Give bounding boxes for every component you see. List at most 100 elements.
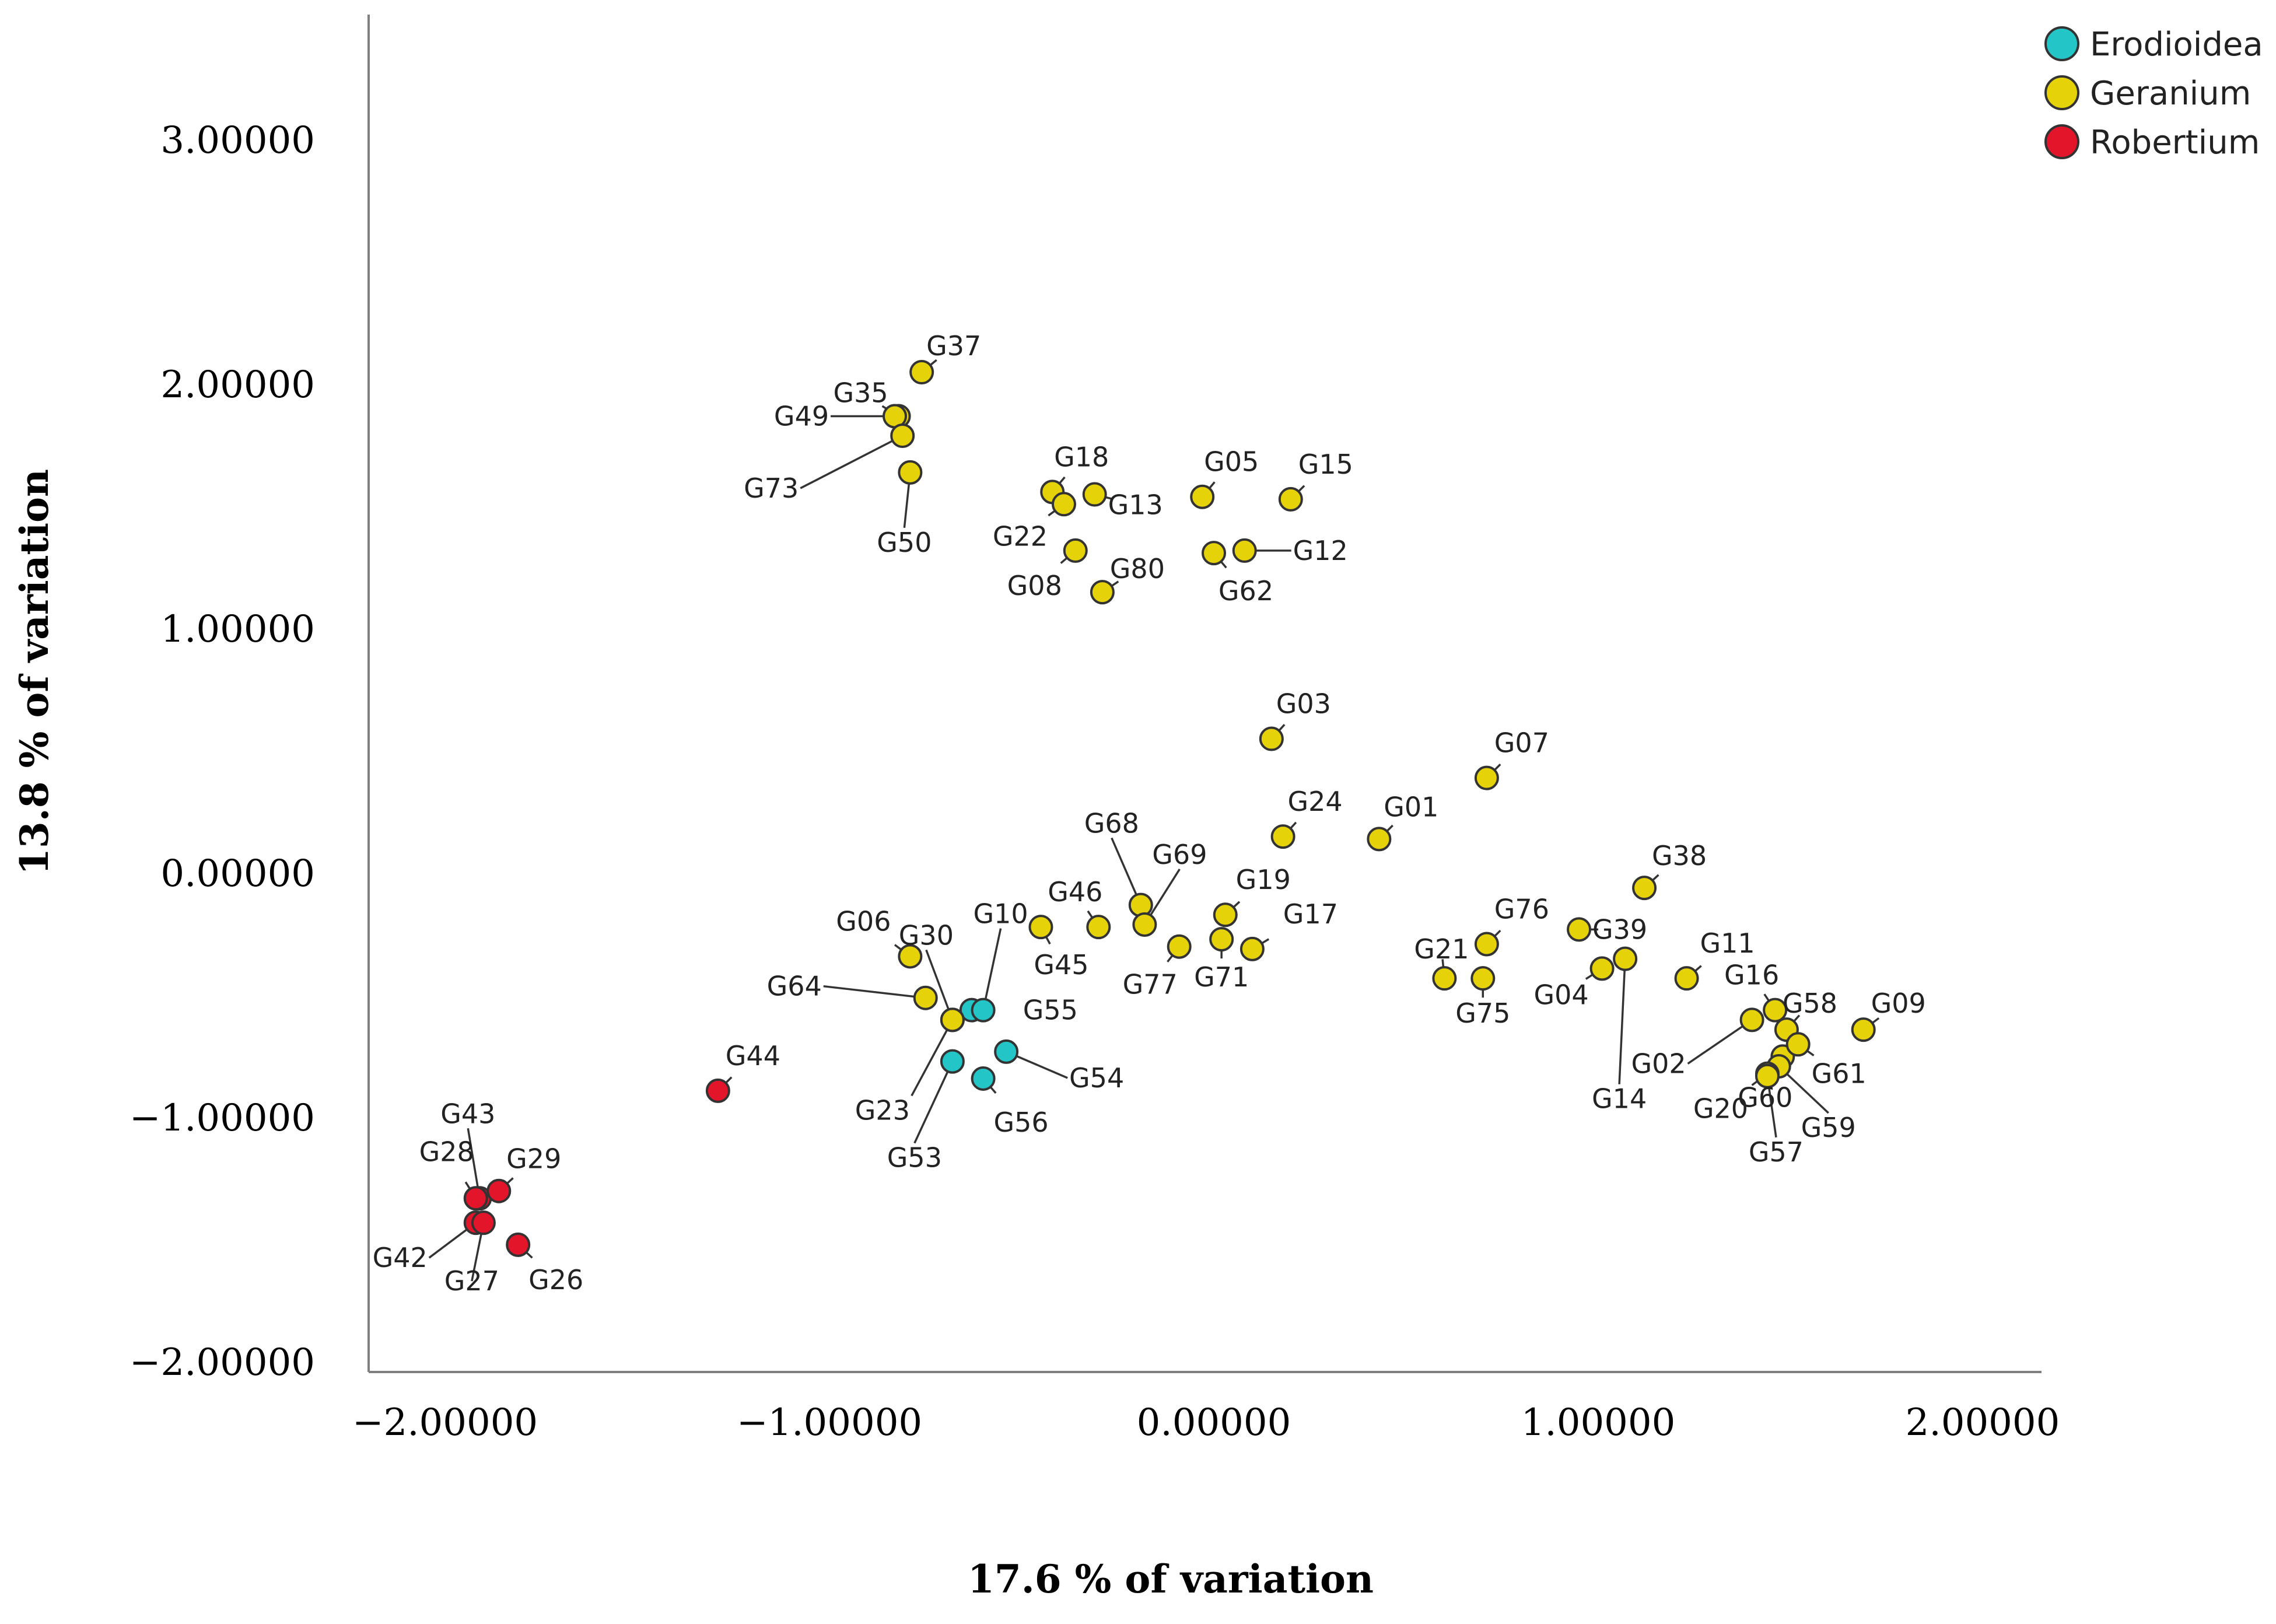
leader-line-g18 — [1059, 476, 1066, 484]
data-point-g17 — [1239, 936, 1265, 961]
data-point-label: G75 — [1455, 998, 1510, 1029]
leader-line-g17 — [1261, 938, 1270, 944]
data-point-label: G17 — [1283, 898, 1338, 930]
leader-line-g22 — [1048, 510, 1056, 517]
leader-line-g38 — [1651, 874, 1659, 881]
leader-line-g29 — [506, 1177, 514, 1185]
data-point-g27 — [471, 1210, 496, 1236]
data-point-label: G30 — [899, 919, 954, 951]
leader-line-g19 — [1232, 901, 1241, 908]
leader-line-g21 — [1441, 959, 1445, 968]
data-point-g21 — [1432, 966, 1457, 991]
data-point-label: G42 — [373, 1242, 428, 1273]
leader-line-g73 — [800, 435, 904, 489]
data-point-g02 — [1739, 1007, 1764, 1032]
data-point-g13 — [1082, 482, 1107, 507]
data-point-g71 — [1209, 927, 1234, 952]
leader-line-g15 — [1297, 485, 1305, 492]
data-point-label: G64 — [767, 971, 822, 1002]
data-point-g15 — [1278, 487, 1303, 512]
data-point-label: G29 — [506, 1143, 561, 1175]
data-point-label: G13 — [1108, 489, 1163, 521]
data-point-label: G08 — [1007, 570, 1062, 601]
x-tick-label: 0.00000 — [1137, 1401, 1291, 1444]
y-tick-label: −1.00000 — [129, 1097, 315, 1140]
data-point-label: G11 — [1700, 928, 1755, 959]
data-point-label: G39 — [1592, 914, 1647, 945]
leader-line-g45 — [1045, 936, 1051, 945]
leader-line-g05 — [1209, 481, 1216, 489]
x-tick-label: 1.00000 — [1521, 1401, 1676, 1444]
leader-line-g13 — [1105, 496, 1114, 501]
leader-line-g03 — [1278, 724, 1286, 732]
data-point-g16 — [1763, 998, 1788, 1023]
data-point-g07 — [1474, 765, 1499, 790]
data-point-label: G06 — [836, 905, 891, 937]
data-point-label: G61 — [1812, 1058, 1867, 1089]
data-point-label: G28 — [419, 1136, 474, 1167]
data-point-label: G21 — [1414, 933, 1469, 965]
data-point-g14 — [1613, 946, 1638, 971]
data-point-label: G46 — [1048, 876, 1102, 908]
data-point-g76 — [1474, 932, 1499, 957]
data-point-g04 — [1589, 956, 1615, 981]
data-point-g45 — [1028, 915, 1053, 940]
data-point-label: G80 — [1110, 553, 1165, 584]
data-point-label: G58 — [1783, 988, 1837, 1019]
data-point-label: G55 — [1023, 995, 1078, 1026]
leader-line-g10 — [982, 928, 1002, 1011]
leader-line-g01 — [1386, 824, 1393, 832]
data-point-g19 — [1213, 902, 1238, 928]
data-point-label: G50 — [877, 527, 932, 558]
data-point-label: G19 — [1236, 864, 1291, 895]
data-point-g69 — [1132, 912, 1157, 937]
data-point-g39 — [1567, 917, 1592, 942]
y-tick-label: −2.00000 — [129, 1341, 315, 1384]
y-tick-label: 2.00000 — [160, 363, 315, 407]
leader-line-g77 — [1167, 954, 1174, 963]
leader-line-g30 — [925, 949, 954, 1021]
data-point-g75 — [1470, 966, 1496, 991]
data-point-g57 — [1755, 1063, 1780, 1088]
data-point-g68 — [1128, 892, 1153, 918]
data-point-label: G44 — [726, 1040, 780, 1072]
data-point-label: G09 — [1871, 988, 1926, 1019]
data-point-label: G16 — [1724, 960, 1779, 991]
data-point-g44 — [705, 1078, 730, 1103]
data-point-label: G07 — [1494, 727, 1549, 759]
leader-line-g44 — [725, 1076, 733, 1084]
leader-line-g61 — [1806, 1049, 1815, 1056]
data-point-g29 — [486, 1178, 512, 1203]
data-point-label: G71 — [1194, 961, 1249, 993]
data-point-label: G62 — [1218, 575, 1273, 607]
data-point-g38 — [1632, 876, 1657, 901]
leader-line-g56 — [989, 1086, 997, 1094]
data-point-label: G26 — [528, 1264, 583, 1296]
data-point-g11 — [1674, 966, 1699, 991]
data-point-g22 — [1051, 492, 1076, 517]
leader-line-g07 — [1494, 764, 1501, 771]
data-point-label: G54 — [1069, 1062, 1124, 1094]
legend-label-geranium: Geranium — [2090, 75, 2251, 113]
data-point-label: G02 — [1631, 1048, 1686, 1079]
y-tick-label: 0.00000 — [160, 852, 315, 895]
data-point-g28 — [463, 1186, 488, 1211]
data-point-label: G23 — [855, 1094, 910, 1126]
data-point-label: G57 — [1749, 1136, 1804, 1168]
leader-line-g11 — [1694, 965, 1702, 972]
data-point-label: G53 — [887, 1142, 942, 1174]
legend: Erodioidea Geranium Robertium — [2044, 26, 2263, 162]
data-point-label: G03 — [1276, 688, 1331, 720]
leader-line-g62 — [1220, 561, 1227, 569]
data-point-g24 — [1270, 824, 1295, 849]
data-point-g23 — [940, 1007, 965, 1032]
legend-label-erodioidea: Erodioidea — [2090, 26, 2263, 64]
leader-line-g08 — [1060, 556, 1068, 564]
legend-swatch-robertium — [2044, 124, 2079, 159]
data-point-label: G15 — [1298, 449, 1353, 480]
data-point-label: G14 — [1592, 1083, 1647, 1115]
data-point-g61 — [1785, 1032, 1811, 1057]
data-point-label: G35 — [834, 377, 888, 408]
data-point-label: G27 — [444, 1265, 499, 1297]
